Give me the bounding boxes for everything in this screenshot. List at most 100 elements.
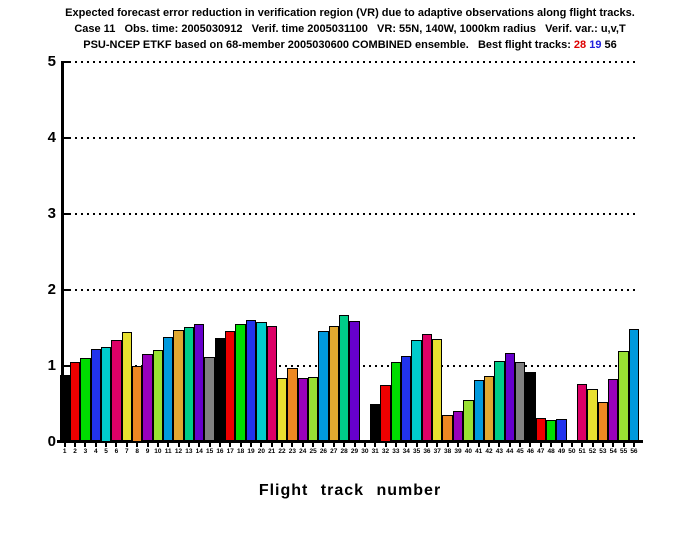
bar-track-21 — [266, 325, 277, 442]
x-tick-label-21: 21 — [268, 448, 276, 455]
bar-track-37 — [432, 338, 443, 442]
x-tick-label-39: 39 — [454, 448, 462, 455]
chart-title-line3-prefix: PSU-NCEP ETKF based on 68-member 2005030… — [83, 39, 574, 51]
x-tick-45 — [519, 443, 522, 447]
bar-track-6 — [111, 339, 122, 442]
bar-track-1 — [59, 374, 70, 442]
x-tick-label-17: 17 — [226, 448, 234, 455]
x-tick-label-6: 6 — [114, 448, 119, 455]
x-tick-label-14: 14 — [195, 448, 203, 455]
x-tick-19 — [250, 443, 252, 447]
x-tick-label-47: 47 — [537, 448, 545, 455]
chart-title-line1: Expected forecast error reduction in ver… — [65, 7, 635, 19]
x-tick-4 — [94, 443, 97, 447]
x-tick-23 — [291, 443, 294, 447]
x-tick-label-4: 4 — [93, 448, 98, 455]
x-tick-25 — [312, 443, 315, 447]
bar-track-23 — [287, 367, 298, 442]
bar-track-49 — [556, 418, 567, 442]
bar-track-14 — [194, 324, 205, 442]
x-tick-label-56: 56 — [630, 448, 638, 455]
bar-track-4 — [90, 348, 101, 442]
x-tick-label-5: 5 — [104, 448, 108, 455]
x-tick-label-9: 9 — [145, 448, 150, 455]
bar-track-45 — [514, 362, 526, 442]
x-tick-38 — [446, 443, 449, 447]
x-tick-label-16: 16 — [216, 448, 224, 455]
bar-track-48 — [545, 420, 557, 442]
bar-track-47 — [535, 417, 546, 442]
x-tick-39 — [457, 443, 459, 447]
bar-track-20 — [256, 322, 267, 442]
x-tick-label-34: 34 — [402, 448, 410, 455]
bar-track-46 — [525, 371, 536, 442]
x-tick-label-13: 13 — [185, 448, 193, 455]
x-tick-11 — [167, 443, 170, 447]
x-tick-15 — [208, 443, 211, 447]
y-tick-label-2: 2 — [47, 280, 56, 298]
x-tick-label-44: 44 — [506, 448, 514, 455]
bar-track-3 — [80, 357, 91, 442]
bar-track-25 — [307, 376, 319, 442]
x-tick-48 — [550, 443, 553, 447]
x-tick-44 — [508, 443, 511, 447]
chart-title-line2: Case 11 Obs. time: 2005030912 Verif. tim… — [74, 23, 626, 35]
x-tick-5 — [105, 443, 108, 447]
bar-track-52 — [587, 389, 598, 442]
x-tick-20 — [260, 443, 263, 447]
y-tick-2 — [63, 288, 69, 291]
y-tick-4 — [63, 136, 69, 139]
bar-track-33 — [390, 362, 402, 442]
x-tick-54 — [612, 443, 615, 447]
bar-track-17 — [225, 331, 236, 442]
bar-track-2 — [69, 362, 81, 442]
bar-track-29 — [349, 321, 360, 442]
x-tick-43 — [498, 443, 501, 447]
x-tick-label-11: 11 — [164, 448, 172, 455]
x-tick-label-3: 3 — [83, 448, 88, 455]
x-tick-55 — [622, 443, 625, 447]
x-tick-label-8: 8 — [135, 448, 139, 455]
bar-track-10 — [152, 349, 164, 442]
x-tick-42 — [488, 443, 491, 447]
x-tick-27 — [332, 443, 335, 447]
x-tick-32 — [384, 443, 387, 447]
x-tick-13 — [187, 443, 190, 447]
bar-track-27 — [328, 325, 339, 442]
x-tick-2 — [74, 443, 77, 447]
x-tick-label-36: 36 — [423, 448, 431, 455]
x-tick-label-46: 46 — [526, 448, 535, 455]
bar-track-19 — [245, 319, 257, 442]
x-tick-label-12: 12 — [174, 448, 183, 455]
bar-track-44 — [504, 353, 515, 442]
x-tick-53 — [601, 443, 604, 447]
x-tick-label-10: 10 — [154, 448, 162, 455]
x-tick-label-25: 25 — [309, 448, 317, 455]
x-tick-label-50: 50 — [568, 448, 576, 455]
best-track-28: 28 — [573, 39, 587, 51]
gridline-y-3 — [63, 212, 638, 215]
y-axis-line — [61, 61, 64, 442]
bar-track-51 — [577, 383, 588, 442]
x-tick-35 — [415, 443, 418, 447]
bar-track-22 — [276, 377, 288, 442]
x-tick-label-48: 48 — [547, 448, 555, 455]
x-tick-51 — [581, 443, 584, 447]
y-tick-label-1: 1 — [47, 356, 56, 374]
bar-track-55 — [618, 351, 629, 442]
x-tick-label-55: 55 — [619, 448, 628, 455]
x-tick-26 — [322, 443, 325, 447]
x-tick-34 — [405, 443, 408, 447]
x-tick-1 — [63, 443, 66, 447]
best-track-56: 56 — [601, 39, 617, 51]
best-tracks-list: 28 19 56 — [574, 39, 617, 51]
y-tick-3 — [63, 212, 69, 215]
bar-track-16 — [214, 338, 226, 442]
x-tick-40 — [467, 443, 470, 447]
bar-track-40 — [463, 400, 474, 442]
x-tick-label-49: 49 — [557, 448, 566, 455]
bar-track-35 — [411, 339, 422, 442]
x-tick-label-19: 19 — [247, 448, 255, 455]
